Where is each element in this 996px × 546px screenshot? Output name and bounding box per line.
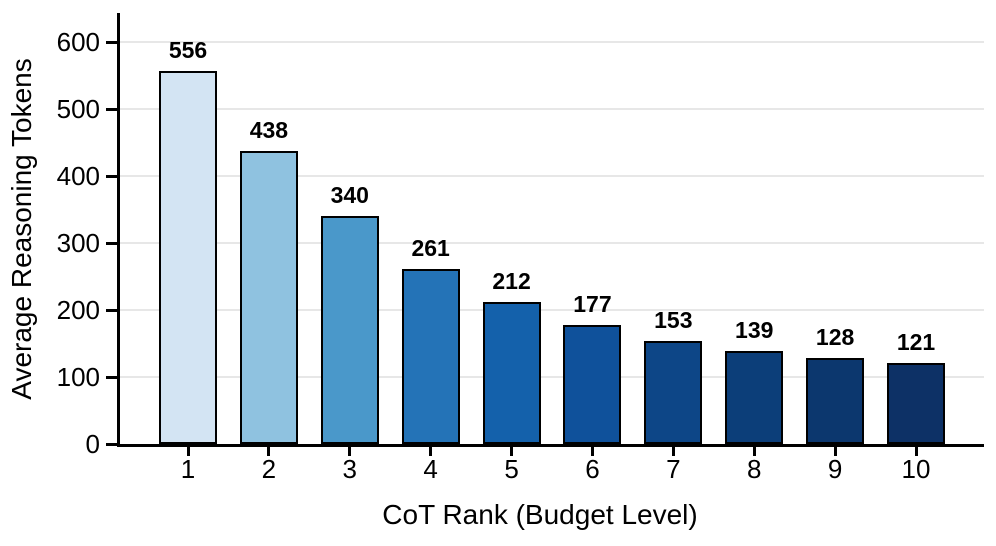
x-tick <box>510 447 514 456</box>
bar <box>644 341 703 444</box>
bar <box>401 269 460 444</box>
x-tick-label: 1 <box>180 454 196 484</box>
y-tick <box>106 41 117 44</box>
bar-value-label: 212 <box>492 267 531 294</box>
bar <box>806 358 865 444</box>
x-tick-label: 9 <box>827 454 843 484</box>
x-tick-label: 3 <box>342 454 357 484</box>
bar-value-label: 340 <box>330 182 369 209</box>
bar <box>239 150 298 444</box>
x-tick <box>671 447 675 456</box>
bar <box>725 350 784 444</box>
bar <box>159 71 217 444</box>
y-axis-spine <box>117 13 120 447</box>
gridline <box>120 242 984 244</box>
x-tick <box>590 447 594 456</box>
bar <box>563 325 622 444</box>
x-axis-title: CoT Rank (Budget Level) <box>382 499 698 530</box>
bar-value-label: 128 <box>815 324 855 351</box>
y-tick <box>106 376 117 379</box>
bar-value-label: 153 <box>654 307 693 334</box>
y-tick <box>106 175 117 178</box>
y-tick <box>106 108 117 111</box>
y-tick <box>106 242 117 245</box>
bar <box>482 301 541 444</box>
bar-value-label: 177 <box>573 291 612 318</box>
gridline <box>120 108 984 110</box>
x-tick <box>186 447 190 456</box>
gridline <box>120 309 984 311</box>
bar <box>887 362 945 444</box>
y-tick <box>106 309 117 312</box>
x-tick <box>914 447 918 456</box>
x-tick-label: 2 <box>261 454 277 484</box>
x-tick <box>267 447 271 456</box>
x-tick-label: 4 <box>423 454 438 484</box>
bar-value-label: 121 <box>896 328 936 355</box>
gridline <box>120 376 984 378</box>
bar <box>320 216 379 444</box>
x-tick <box>348 447 352 456</box>
x-tick <box>429 447 433 456</box>
bar-value-label: 261 <box>411 235 450 262</box>
y-tick-label: 500 <box>56 94 100 124</box>
y-tick-label: 400 <box>56 161 100 191</box>
y-tick-label: 100 <box>56 362 100 392</box>
y-tick-label: 0 <box>85 429 100 459</box>
y-tick <box>106 443 117 446</box>
x-tick-label: 10 <box>901 454 931 484</box>
x-tick <box>752 447 756 456</box>
y-tick-label: 200 <box>56 295 100 325</box>
x-tick-label: 5 <box>504 454 519 484</box>
x-tick-label: 7 <box>666 454 681 484</box>
bar-value-label: 438 <box>249 116 289 143</box>
x-axis-spine <box>117 444 984 447</box>
gridline <box>120 175 984 177</box>
x-tick <box>833 447 837 456</box>
x-tick-label: 6 <box>585 454 600 484</box>
y-tick-label: 300 <box>56 228 100 258</box>
bar-value-label: 139 <box>735 316 774 343</box>
bar-value-label: 556 <box>168 37 208 64</box>
gridline <box>120 41 984 43</box>
y-tick-label: 600 <box>56 27 100 57</box>
x-tick-label: 8 <box>746 454 762 484</box>
